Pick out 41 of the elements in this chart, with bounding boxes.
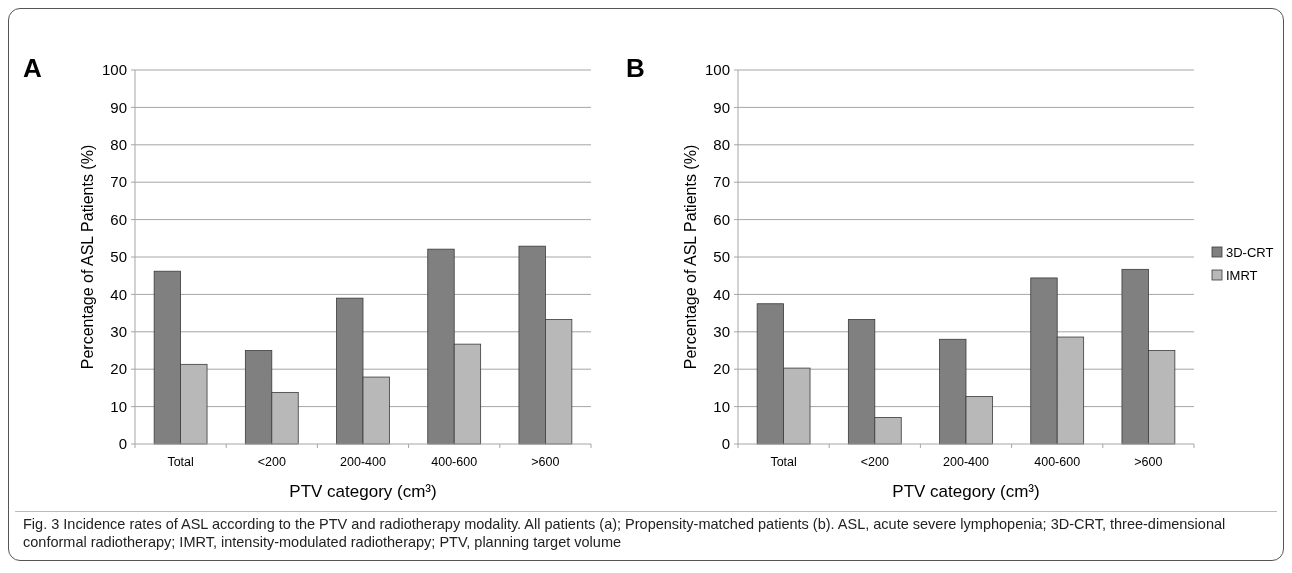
x-axis-title: PTV category (cm³) bbox=[892, 482, 1040, 501]
x-tick-label: 400-600 bbox=[431, 455, 478, 469]
x-tick-label: <200 bbox=[257, 455, 286, 469]
y-tick-label: 100 bbox=[101, 61, 127, 79]
x-tick-label: 200-400 bbox=[943, 455, 989, 469]
y-tick-label: 70 bbox=[713, 173, 730, 191]
y-tick-label: 20 bbox=[110, 360, 127, 378]
legend-label: IMRT bbox=[1226, 267, 1258, 283]
y-tick-label: 50 bbox=[713, 248, 730, 266]
x-tick-label: 400-600 bbox=[1034, 455, 1081, 469]
y-tick-label: 40 bbox=[713, 285, 730, 303]
y-tick-label: 80 bbox=[713, 136, 730, 154]
y-tick-label: 0 bbox=[118, 435, 127, 453]
x-tick-label: 200-400 bbox=[340, 455, 386, 469]
y-tick-label: 30 bbox=[110, 323, 127, 341]
y-tick-label: 80 bbox=[110, 136, 127, 154]
y-tick-label: 10 bbox=[110, 397, 127, 415]
y-tick-label: 90 bbox=[110, 98, 127, 116]
y-tick-label: 0 bbox=[721, 435, 730, 453]
x-tick-label: Total bbox=[770, 455, 797, 469]
x-tick-label: <200 bbox=[860, 455, 889, 469]
y-tick-label: 20 bbox=[713, 360, 730, 378]
y-tick-label: 60 bbox=[713, 210, 730, 228]
y-tick-label: 90 bbox=[713, 98, 730, 116]
x-tick-label: Total bbox=[167, 455, 194, 469]
y-axis-title: Percentage of ASL Patients (%) bbox=[682, 144, 699, 370]
x-tick-label: >600 bbox=[1134, 455, 1163, 469]
x-tick-label: >600 bbox=[531, 455, 560, 469]
chart-title: B bbox=[626, 53, 645, 83]
y-tick-label: 100 bbox=[704, 61, 730, 79]
legend-label: 3D-CRT bbox=[1226, 244, 1274, 260]
y-axis-title: Percentage of ASL Patients (%) bbox=[79, 144, 96, 370]
x-axis-title: PTV category (cm³) bbox=[289, 482, 437, 501]
chart-title: A bbox=[23, 53, 42, 83]
caption: Fig. 3 Incidence rates of ASL according to the PTV and radiotherapy modality. All patients (a); Propensity-matched patients (b). ASL, acute severe lymphopenia; 3D-CRT, three-dimensional conformal radiotherapy; IMRT, intensity-modulated radiotherapy; PTV, planning target volume bbox=[23, 515, 1227, 551]
y-tick-label: 40 bbox=[110, 285, 127, 303]
y-tick-label: 10 bbox=[713, 397, 730, 415]
y-tick-label: 50 bbox=[110, 248, 127, 266]
y-tick-label: 70 bbox=[110, 173, 127, 191]
y-tick-label: 60 bbox=[110, 210, 127, 228]
y-tick-label: 30 bbox=[713, 323, 730, 341]
